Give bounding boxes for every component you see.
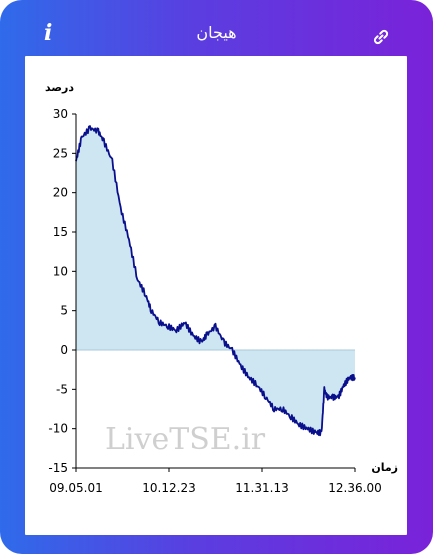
y-tick-label: 20	[53, 186, 68, 200]
series-area	[76, 126, 355, 436]
y-axis: 30 25 20 15 10 5 0 -5 -10 -15	[48, 107, 77, 475]
y-tick-label: 15	[53, 225, 68, 239]
x-tick-label: 10.12.23	[142, 481, 195, 495]
x-axis-title: زمان	[371, 461, 398, 474]
y-tick-label: -10	[48, 422, 68, 436]
header-bar: i هیجان	[0, 0, 433, 60]
y-tick-label: 0	[60, 343, 68, 357]
y-tick-label: 25	[53, 146, 68, 160]
info-icon[interactable]: i	[44, 20, 53, 46]
x-axis: 09.05.01 10.12.23 11.31.13 12.36.00	[49, 467, 382, 495]
x-tick-label: 12.36.00	[328, 481, 381, 495]
y-tick-label: 30	[53, 107, 68, 121]
y-tick-label: 5	[60, 304, 68, 318]
y-tick-label: -5	[56, 382, 68, 396]
x-tick-label: 11.31.13	[235, 481, 288, 495]
y-tick-label: -15	[48, 461, 68, 475]
y-axis-title: درصد	[45, 81, 74, 94]
watermark: LiveTSE.ir	[105, 422, 266, 457]
y-tick-label: 10	[53, 264, 68, 278]
series-line	[75, 125, 356, 437]
link-icon[interactable]	[372, 28, 390, 46]
page-title: هیجان	[196, 23, 237, 42]
chart-marks	[75, 125, 356, 437]
emotion-chart: LiveTSE.ir 30 25 20 15 10 5 0 -5 -10 -15 09.05.01…	[45, 81, 398, 495]
x-tick-label: 09.05.01	[49, 481, 102, 495]
chart-card: LiveTSE.ir 30 25 20 15 10 5 0 -5 -10 -15 09.05.01…	[25, 56, 407, 535]
